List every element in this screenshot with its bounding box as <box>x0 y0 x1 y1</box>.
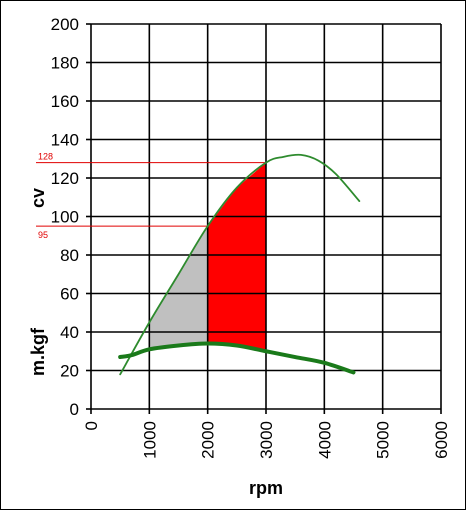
x-tick-label-3: 3000 <box>257 421 276 459</box>
y-tick-label-4: 80 <box>60 246 79 265</box>
series-lines <box>118 153 361 376</box>
x-axis-label: rpm <box>249 478 283 498</box>
y-axis-label-cv: cv <box>28 188 48 208</box>
y-tick-label-0: 0 <box>70 400 79 419</box>
y-axis-label-mkgf: m.kgf <box>28 327 48 376</box>
x-tick-label-4: 4000 <box>315 421 334 459</box>
x-tick-label-2: 2000 <box>199 421 218 459</box>
reference-label-128: 128 <box>38 152 53 162</box>
shaded-regions <box>149 162 266 352</box>
power-curve <box>119 153 361 376</box>
y-tick-label-10: 200 <box>51 15 79 34</box>
reference-label-95: 95 <box>38 230 48 240</box>
y-tick-label-6: 120 <box>51 169 79 188</box>
y-tick-label-8: 160 <box>51 92 79 111</box>
y-tick-label-7: 140 <box>51 131 79 150</box>
reference-lines: 128 95 <box>36 152 266 240</box>
y-tick-label-3: 60 <box>60 285 79 304</box>
x-tick-label-1: 1000 <box>140 421 159 459</box>
x-tick-label-0: 0 <box>82 421 101 430</box>
x-tick-label-5: 5000 <box>374 421 393 459</box>
y-tick-label-9: 180 <box>51 54 79 73</box>
shaded-region-1 <box>207 162 266 352</box>
y-tick-label-5: 100 <box>51 208 79 227</box>
y-tick-label-2: 40 <box>60 323 79 342</box>
x-tick-label-6: 6000 <box>432 421 451 459</box>
shaded-region-0 <box>149 226 208 350</box>
y-tick-label-1: 20 <box>60 362 79 381</box>
torque-curve <box>118 341 356 375</box>
